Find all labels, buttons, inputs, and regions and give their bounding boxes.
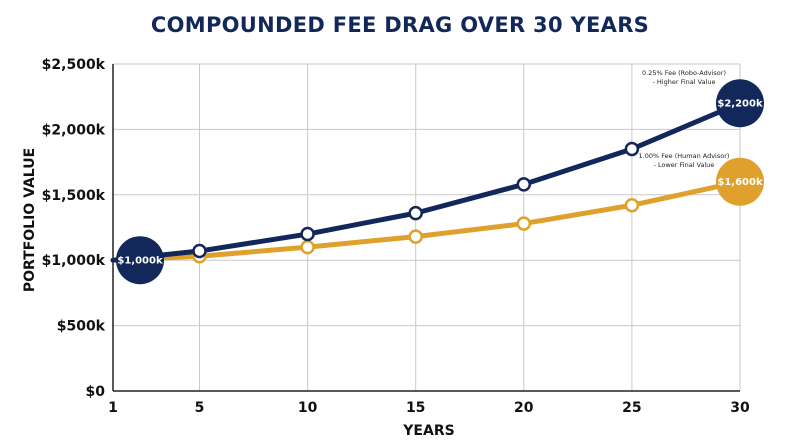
series-annotations: 0.25% Fee (Robo-Advisor) - Higher Final V…: [639, 69, 730, 169]
data-point-0: [192, 243, 207, 259]
series-annotation: 1.00% Fee (Human Advisor) - Lower Final V…: [639, 152, 730, 169]
x-axis-label: YEARS: [402, 423, 454, 439]
value-bubble-label: $2,200k: [717, 99, 763, 110]
data-point-1: [408, 229, 423, 244]
annotation-line: - Lower Final Value: [654, 161, 715, 169]
x-tick-label: 20: [514, 400, 534, 416]
value-bubble: [116, 236, 164, 285]
series-markers: [192, 141, 640, 264]
axes: [112, 64, 740, 392]
y-axis-label: PORTFOLIO VALUE: [22, 148, 38, 292]
x-tick-label: 1: [108, 400, 118, 416]
x-tick-label: 15: [406, 400, 425, 416]
x-tick-label: 30: [730, 400, 750, 416]
x-tick-label: 10: [298, 400, 318, 416]
y-tick-label: $2,500k: [42, 57, 106, 73]
value-bubbles: $1,000k $2,200k $1,600k: [116, 79, 764, 285]
x-tick-labels: 1 5 10 15 20 25 30: [108, 400, 750, 416]
data-point-0: [300, 226, 315, 242]
y-tick-label: $1,000k: [42, 253, 106, 269]
value-bubble: [716, 79, 764, 128]
grid: [112, 63, 741, 392]
chart-title: COMPOUNDED FEE DRAG OVER 30 YEARS: [151, 13, 649, 37]
data-point-1: [300, 239, 315, 255]
value-bubble-label: $1,000k: [117, 256, 163, 267]
x-tick-label: 5: [195, 400, 205, 416]
data-point-0: [408, 205, 423, 221]
x-tick-label: 25: [622, 400, 641, 416]
series-lines: [110, 100, 743, 263]
annotation-line: 1.00% Fee (Human Advisor): [639, 152, 730, 160]
value-bubble-label: $1,600k: [717, 177, 763, 188]
data-point-0: [624, 141, 640, 157]
data-point-1: [624, 198, 640, 213]
data-point-1: [516, 216, 532, 231]
annotation-line: 0.25% Fee (Robo-Advisor): [642, 69, 726, 77]
y-tick-label: $500k: [57, 319, 106, 335]
series-annotation: 0.25% Fee (Robo-Advisor) - Higher Final V…: [642, 69, 726, 86]
y-tick-label: $1,500k: [42, 188, 106, 204]
y-tick-label: $2,000k: [42, 122, 106, 138]
data-point-0: [516, 177, 532, 192]
y-tick-label: $0: [86, 384, 106, 400]
y-tick-labels: $0 $500k $1,000k $1,500k $2,000k $2,500k: [42, 57, 106, 400]
annotation-line: - Higher Final Value: [653, 78, 716, 86]
value-bubble: [716, 157, 764, 206]
